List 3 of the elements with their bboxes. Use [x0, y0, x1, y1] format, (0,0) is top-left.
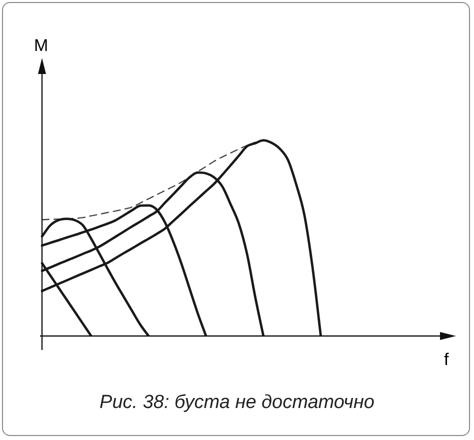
text: f	[444, 350, 449, 370]
text: M	[34, 36, 48, 56]
text: Рис. 38: буста не достаточно	[98, 392, 376, 414]
